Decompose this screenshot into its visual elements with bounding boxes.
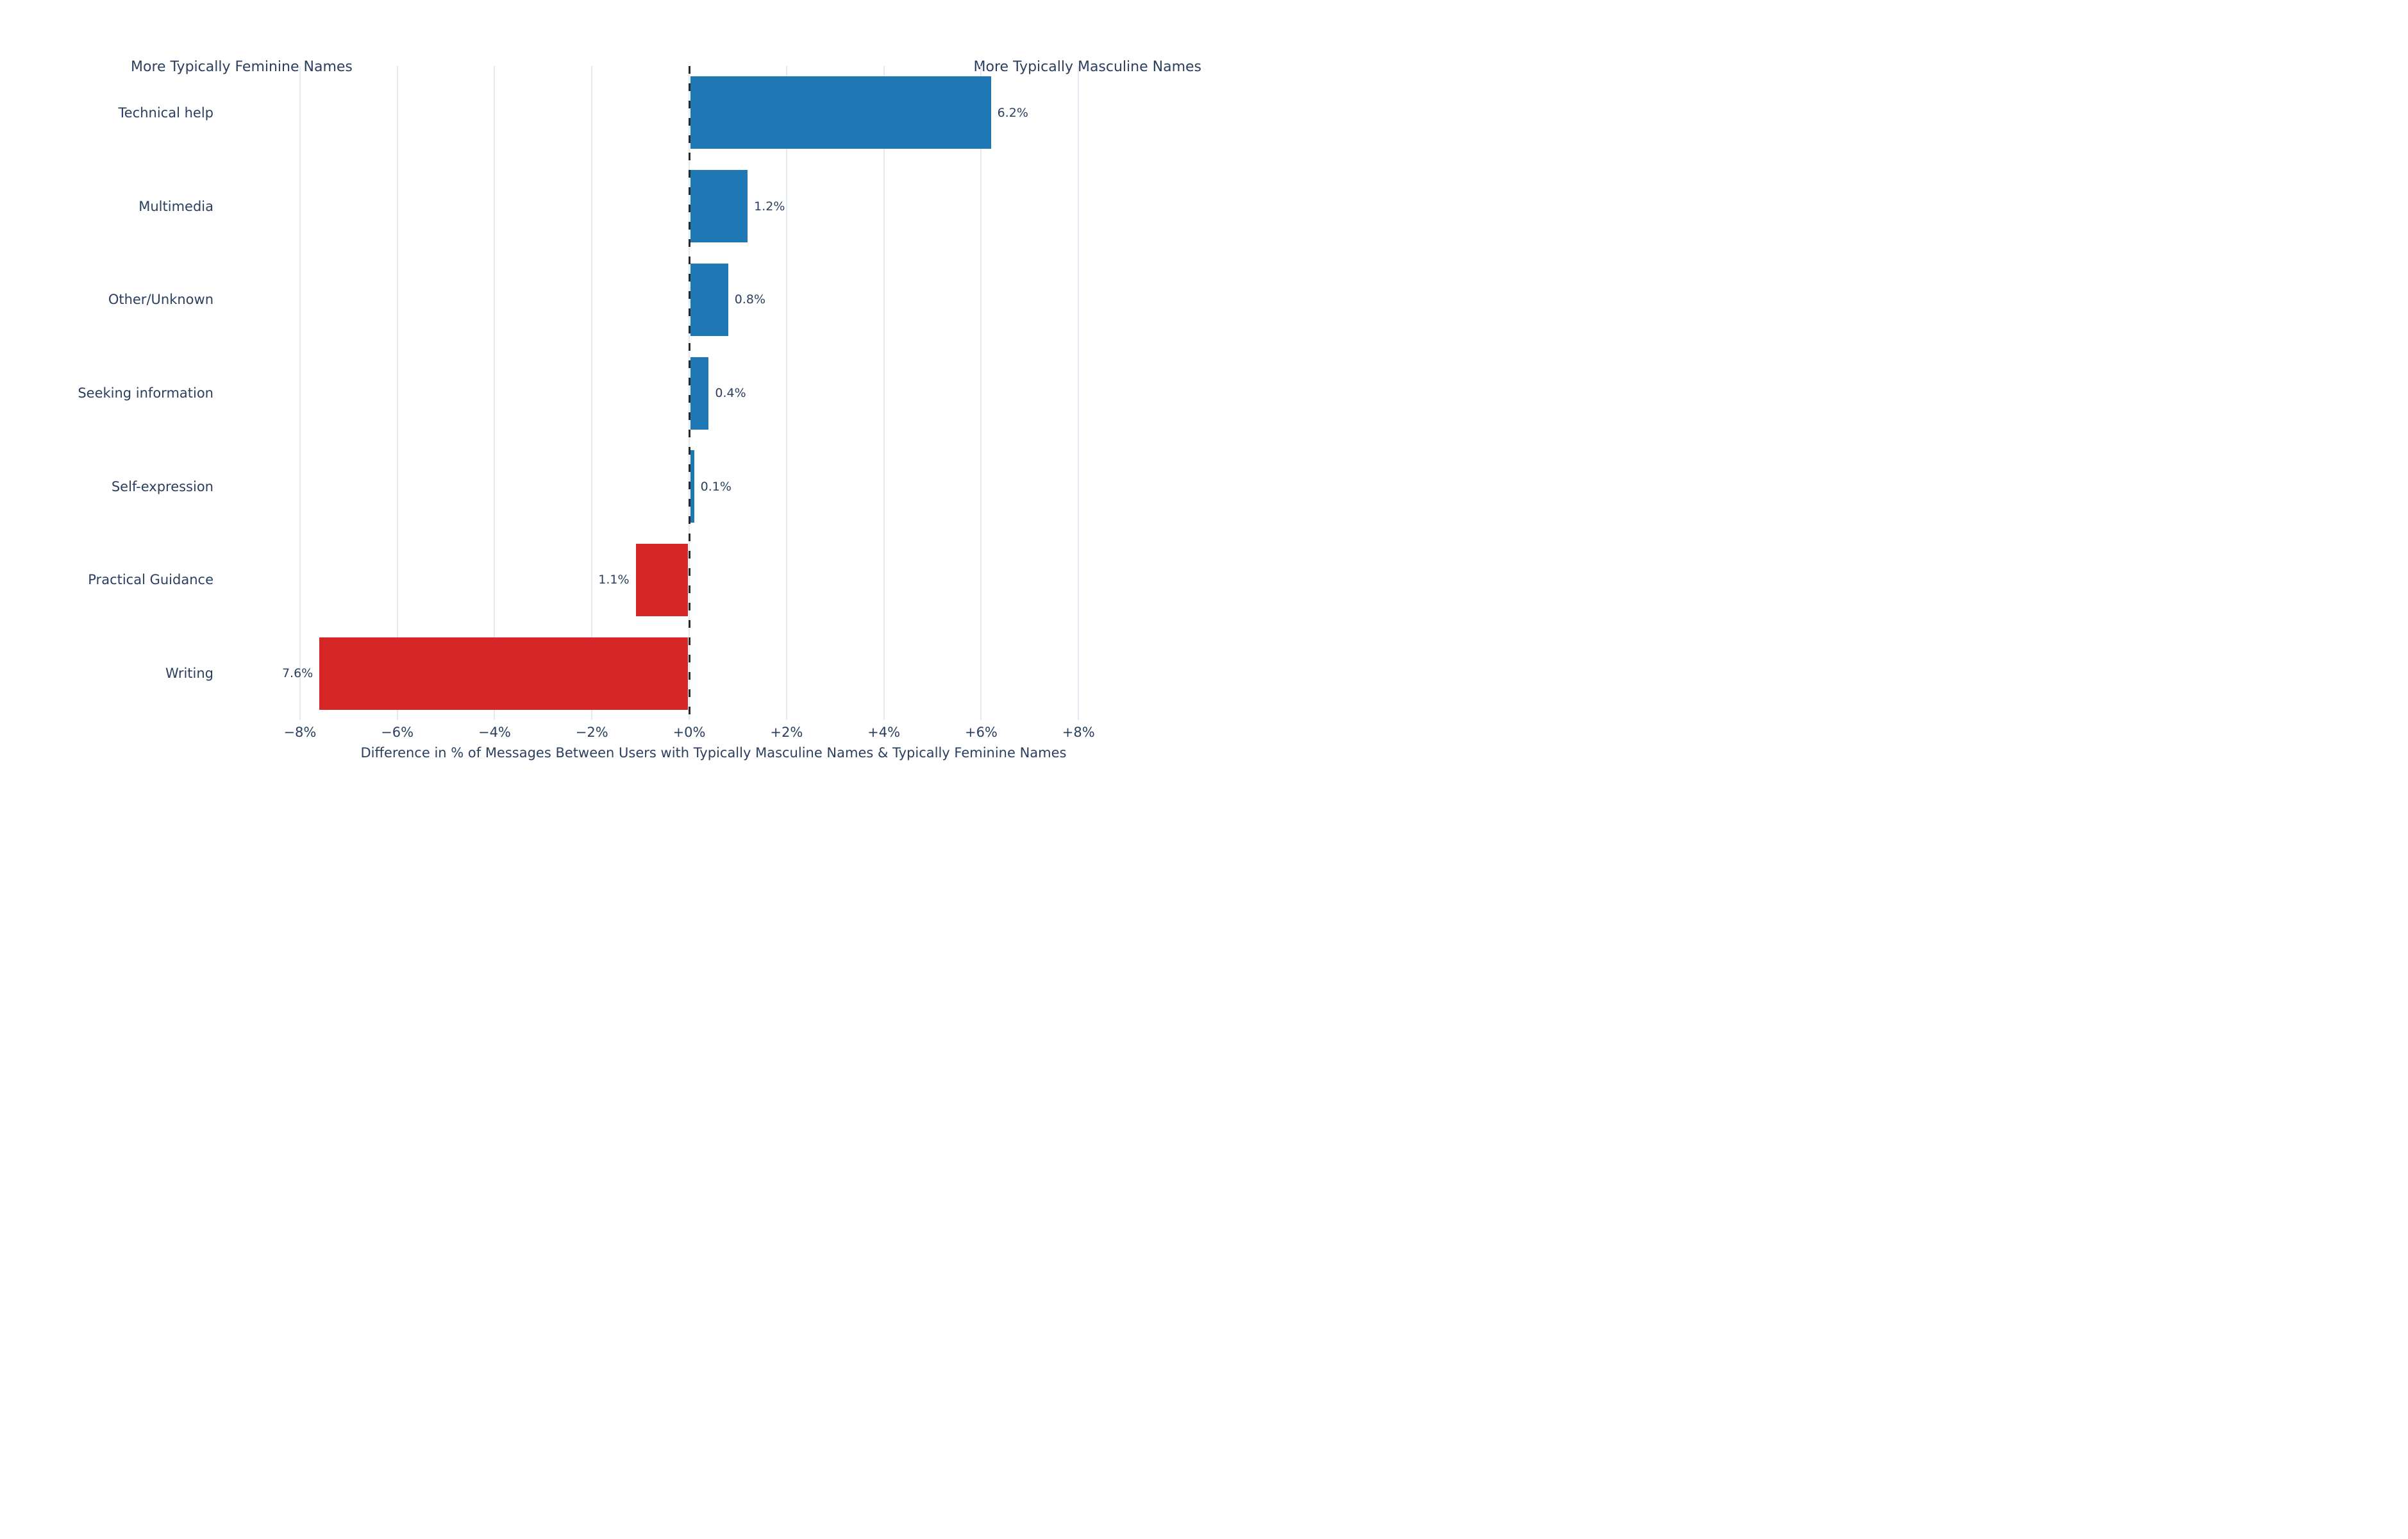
- x-tick-label: +6%: [964, 725, 998, 740]
- bar-other-unknown: [690, 263, 728, 336]
- x-axis-title: Difference in % of Messages Between User…: [360, 745, 1067, 761]
- right-header-annotation: More Typically Masculine Names: [973, 59, 1201, 75]
- zero-dashed-line: [688, 66, 690, 720]
- bar-self-expression: [690, 450, 694, 523]
- value-label-practical-guidance: 1.1%: [598, 573, 630, 587]
- gridline-+2pct: [785, 66, 787, 720]
- gridline-+4pct: [883, 66, 885, 720]
- bar-technical-help: [690, 76, 991, 149]
- value-label-multimedia: 1.2%: [754, 199, 785, 214]
- x-tick-label: +8%: [1062, 725, 1095, 740]
- gridline-−8pct: [299, 66, 301, 720]
- value-label-self-expression: 0.1%: [700, 479, 732, 494]
- x-tick-label: −2%: [575, 725, 608, 740]
- category-label-multimedia: Multimedia: [138, 198, 213, 214]
- category-label-practical-guidance: Practical Guidance: [88, 572, 213, 588]
- x-tick-label: +0%: [673, 725, 706, 740]
- y-axis-category-labels: Technical help Multimedia Other/Unknown See…: [0, 0, 213, 770]
- gridline-+6pct: [980, 66, 982, 720]
- value-label-seeking-information: 0.4%: [715, 386, 746, 400]
- gridline-+8pct: [1078, 66, 1080, 720]
- category-label-other-unknown: Other/Unknown: [108, 292, 213, 308]
- category-label-seeking-information: Seeking information: [78, 385, 213, 401]
- diverging-bar-chart: More Typically Feminine Names More Typic…: [0, 0, 1204, 770]
- gridline-−6pct: [396, 66, 398, 720]
- gridline-−2pct: [591, 66, 593, 720]
- x-tick-label: −4%: [478, 725, 511, 740]
- category-label-self-expression: Self-expression: [111, 478, 213, 494]
- gridline-−4pct: [494, 66, 496, 720]
- category-label-writing: Writing: [165, 666, 213, 682]
- bar-seeking-information: [690, 357, 709, 430]
- category-label-technical-help: Technical help: [118, 105, 214, 121]
- value-label-technical-help: 6.2%: [997, 105, 1028, 120]
- bar-writing: [319, 637, 689, 710]
- bar-multimedia: [690, 170, 748, 243]
- value-label-writing: 7.6%: [281, 666, 314, 681]
- x-tick-label: −8%: [283, 725, 317, 740]
- bar-practical-guidance: [635, 543, 689, 616]
- x-tick-label: +2%: [770, 725, 803, 740]
- x-tick-label: −6%: [381, 725, 414, 740]
- value-label-other-unknown: 0.8%: [734, 292, 766, 307]
- x-tick-label: +4%: [867, 725, 901, 740]
- left-header-annotation: More Typically Feminine Names: [131, 59, 353, 75]
- plot-area: 6.2% 1.2% 0.8% 0.4% 0.1% 1.1% 7.6%: [227, 66, 1200, 720]
